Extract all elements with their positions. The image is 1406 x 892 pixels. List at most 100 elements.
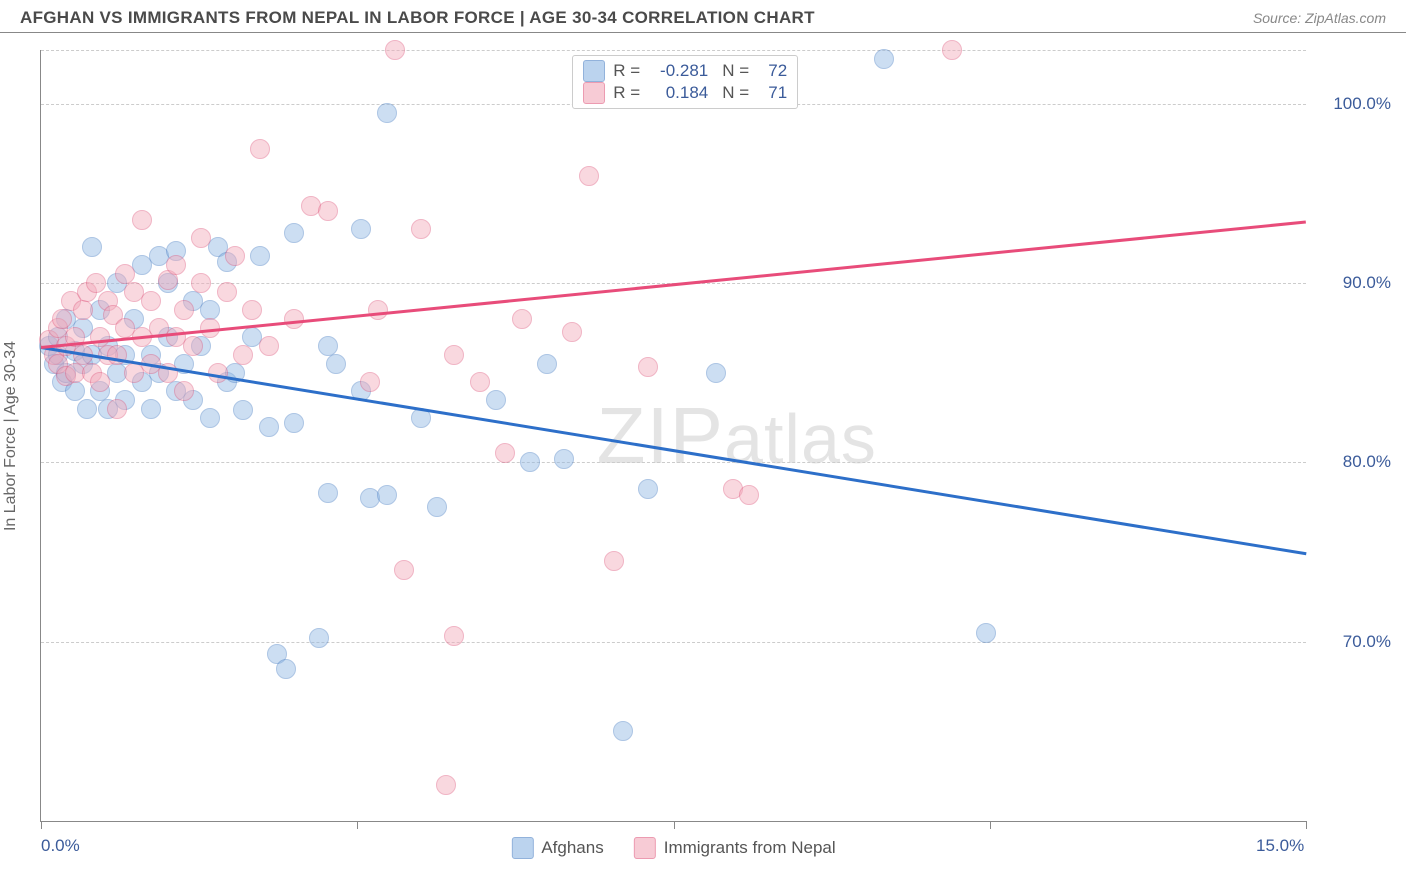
data-point [132,210,152,230]
stat-r-label: R = [613,61,640,81]
x-tick-label: 15.0% [1256,836,1304,856]
data-point [86,273,106,293]
data-point [579,166,599,186]
legend-swatch [511,837,533,859]
watermark: ZIPatlas [597,390,877,482]
data-point [874,49,894,69]
legend-item: Afghans [511,837,603,859]
x-tick-label: 0.0% [41,836,80,856]
data-point [613,721,633,741]
chart-header: AFGHAN VS IMMIGRANTS FROM NEPAL IN LABOR… [0,0,1406,33]
data-point [250,139,270,159]
data-point [217,282,237,302]
data-point [377,485,397,505]
data-point [739,485,759,505]
y-tick-label: 90.0% [1316,273,1391,293]
stat-r-value: 0.184 [648,83,708,103]
data-point [326,354,346,374]
series-swatch [583,82,605,104]
data-point [77,399,97,419]
legend-label: Immigrants from Nepal [664,838,836,858]
stat-n-value: 71 [757,83,787,103]
correlation-stats-box: R = -0.281 N = 72 R = 0.184 N = 71 [572,55,798,109]
stats-row: R = 0.184 N = 71 [583,82,787,104]
data-point [250,246,270,266]
data-point [107,399,127,419]
data-point [385,40,405,60]
x-tick [357,821,358,829]
data-point [436,775,456,795]
legend-item: Immigrants from Nepal [634,837,836,859]
legend-swatch [634,837,656,859]
y-tick-label: 80.0% [1316,452,1391,472]
data-point [444,626,464,646]
data-point [394,560,414,580]
data-point [191,228,211,248]
data-point [470,372,490,392]
data-point [233,400,253,420]
data-point [259,336,279,356]
data-point [411,219,431,239]
stat-n-label: N = [722,61,749,81]
data-point [141,291,161,311]
data-point [976,623,996,643]
data-point [174,300,194,320]
correlation-chart: In Labor Force | Age 30-34 ZIPatlas 70.0… [40,50,1306,822]
data-point [141,399,161,419]
x-tick [1306,821,1307,829]
stat-n-label: N = [722,83,749,103]
gridline-h [41,642,1306,643]
data-point [486,390,506,410]
data-point [200,408,220,428]
data-point [242,300,262,320]
data-point [183,336,203,356]
legend-label: Afghans [541,838,603,858]
data-point [638,479,658,499]
series-legend: Afghans Immigrants from Nepal [511,837,835,859]
data-point [52,309,72,329]
data-point [554,449,574,469]
data-point [174,381,194,401]
data-point [284,223,304,243]
stat-n-value: 72 [757,61,787,81]
data-point [309,628,329,648]
data-point [233,345,253,365]
stats-row: R = -0.281 N = 72 [583,60,787,82]
y-axis-title: In Labor Force | Age 30-34 [2,340,20,530]
stat-r-value: -0.281 [648,61,708,81]
gridline-h [41,50,1306,51]
data-point [284,309,304,329]
x-tick [674,821,675,829]
trend-line [41,346,1306,555]
data-point [706,363,726,383]
data-point [562,322,582,342]
data-point [82,237,102,257]
data-point [351,219,371,239]
data-point [427,497,447,517]
data-point [191,273,211,293]
data-point [942,40,962,60]
data-point [512,309,532,329]
data-point [284,413,304,433]
data-point [368,300,388,320]
gridline-h [41,462,1306,463]
data-point [537,354,557,374]
data-point [638,357,658,377]
x-tick [41,821,42,829]
data-point [318,483,338,503]
data-point [377,103,397,123]
data-point [276,659,296,679]
data-point [520,452,540,472]
data-point [444,345,464,365]
y-tick-label: 100.0% [1316,94,1391,114]
data-point [604,551,624,571]
stat-r-label: R = [613,83,640,103]
data-point [225,246,245,266]
data-point [73,300,93,320]
series-swatch [583,60,605,82]
x-tick [990,821,991,829]
data-point [259,417,279,437]
data-point [495,443,515,463]
data-point [318,201,338,221]
source-attribution: Source: ZipAtlas.com [1253,10,1386,26]
